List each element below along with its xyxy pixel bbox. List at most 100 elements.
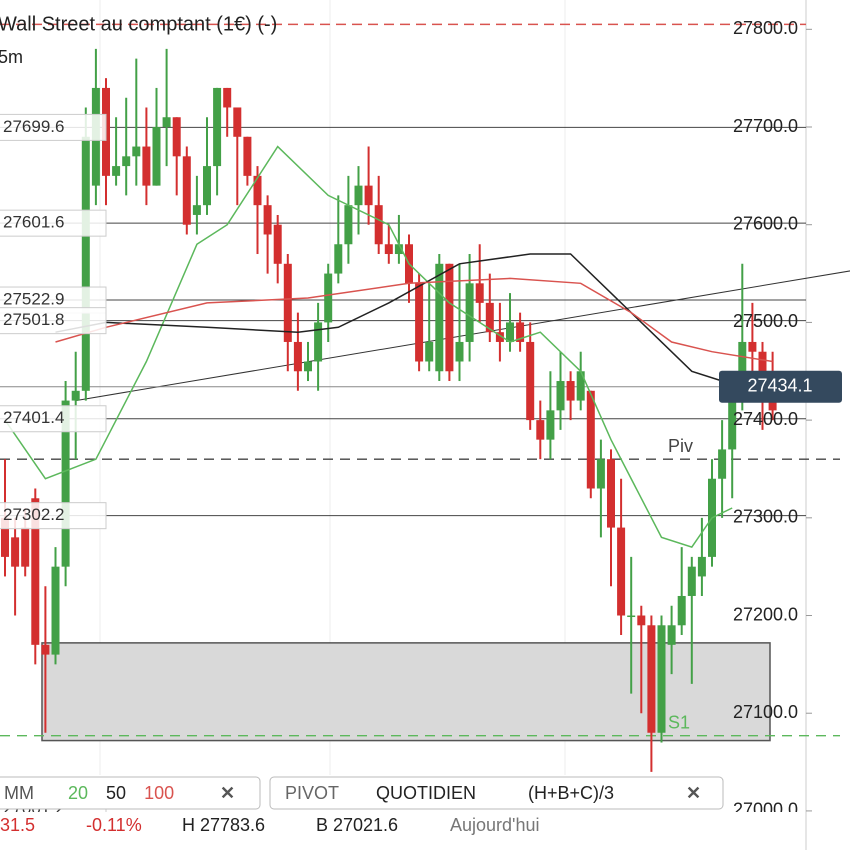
y-tick-label: 27300.0	[733, 507, 798, 527]
y-tick-label: 27700.0	[733, 116, 798, 136]
legend-entry: 100	[144, 783, 174, 803]
interval: 5m	[0, 47, 23, 67]
stats-bg	[0, 812, 805, 850]
price-label-text: 27302.2	[3, 505, 64, 524]
period: Aujourd'hui	[450, 815, 540, 835]
candle-body	[637, 615, 646, 626]
candle-body	[51, 566, 60, 655]
candle-body	[11, 537, 20, 567]
candle-body	[627, 615, 636, 618]
y-tick-label: 27500.0	[733, 311, 798, 331]
candle-body	[364, 185, 373, 206]
candle-body	[213, 87, 222, 167]
candle-body	[758, 351, 767, 382]
pivot-legend-formula: (H+B+C)/3	[528, 783, 614, 803]
candle-body	[576, 371, 585, 401]
last-price-text: 27434.1	[747, 376, 812, 396]
y-tick-label: 27400.0	[733, 409, 798, 429]
price-label-box	[0, 307, 107, 335]
candle-body	[566, 381, 575, 401]
candle-body	[122, 156, 131, 167]
candle-body	[394, 244, 403, 255]
candle-body	[536, 420, 545, 440]
candle-body	[263, 205, 272, 235]
pivot-label: Piv	[668, 436, 693, 456]
y-tick-label: 27200.0	[733, 604, 798, 624]
price-label-text: 27401.4	[3, 408, 64, 427]
price-label: 27401.4	[0, 405, 107, 433]
candle-body	[445, 263, 454, 372]
candle-body	[304, 361, 312, 372]
candle-body	[556, 381, 565, 411]
low: B 27021.6	[316, 815, 398, 835]
price-label-box	[0, 502, 107, 530]
candle-body	[344, 205, 353, 245]
price-label: 27302.2	[0, 502, 107, 530]
candle-body	[253, 175, 262, 206]
candle-body	[334, 244, 343, 274]
price-label-text: 27522.9	[3, 290, 64, 309]
candle-body	[192, 205, 201, 215]
candle-body	[435, 263, 444, 372]
candle-body	[182, 156, 191, 225]
candle-body	[485, 302, 494, 333]
candle-body	[132, 146, 141, 157]
candle-body	[516, 322, 525, 342]
price-label-text: 27501.8	[3, 310, 64, 329]
moving-average	[55, 253, 723, 382]
candle-body	[475, 283, 484, 303]
price-label: 27501.8	[0, 307, 107, 335]
candle-body	[1, 517, 9, 557]
moving-average	[55, 277, 773, 363]
y-tick-label: 27800.0	[733, 18, 798, 38]
candle-body	[607, 459, 615, 528]
candle-body	[152, 127, 161, 186]
candle-body	[687, 566, 696, 596]
candle-body	[748, 341, 757, 352]
candle-body	[142, 146, 151, 186]
candle-body	[283, 263, 292, 342]
candle-body	[293, 341, 302, 372]
candle-body	[112, 166, 121, 176]
legend-close[interactable]: ✕	[686, 783, 701, 803]
candle-body	[243, 136, 252, 176]
candle-body	[425, 341, 434, 362]
candle-body	[677, 595, 686, 626]
candle-body	[314, 322, 323, 362]
candle-body	[718, 449, 727, 479]
pivot-legend-type: QUOTIDIEN	[376, 783, 476, 803]
legend-close[interactable]: ✕	[220, 783, 235, 803]
legend-entry: 50	[106, 783, 126, 803]
candle-body	[21, 527, 30, 567]
chart-title: Wall Street au comptant (1€) (-)	[0, 13, 277, 35]
moving-average	[4, 145, 733, 548]
candle-body	[647, 625, 656, 733]
price-label: 27601.6	[0, 209, 107, 237]
candle-body	[667, 625, 676, 645]
candle-body	[384, 244, 393, 255]
candle-body	[415, 283, 424, 362]
legend-entry: 20	[68, 783, 88, 803]
ma-legend: MM 20 50 100 ✕	[0, 776, 261, 810]
candle-body	[617, 527, 626, 616]
legend-box	[269, 776, 724, 810]
candle-body	[324, 273, 333, 323]
last-price-badge	[719, 370, 842, 403]
candle-body	[455, 341, 464, 362]
price-label: 27699.6	[0, 113, 107, 141]
y-tick-label: 27600.0	[733, 213, 798, 233]
high: H 27783.6	[182, 815, 265, 835]
candle-body	[506, 322, 514, 342]
candle-body	[41, 644, 50, 655]
candle-body	[657, 625, 666, 733]
candle-body	[172, 117, 181, 157]
candle-body	[596, 459, 605, 489]
candle-body	[233, 107, 242, 137]
price-label-text: 27699.6	[3, 117, 64, 136]
candle-body	[697, 556, 706, 577]
candle-body	[81, 136, 90, 391]
candle-body	[526, 341, 535, 421]
y-tick-label: 27100.0	[733, 702, 798, 722]
